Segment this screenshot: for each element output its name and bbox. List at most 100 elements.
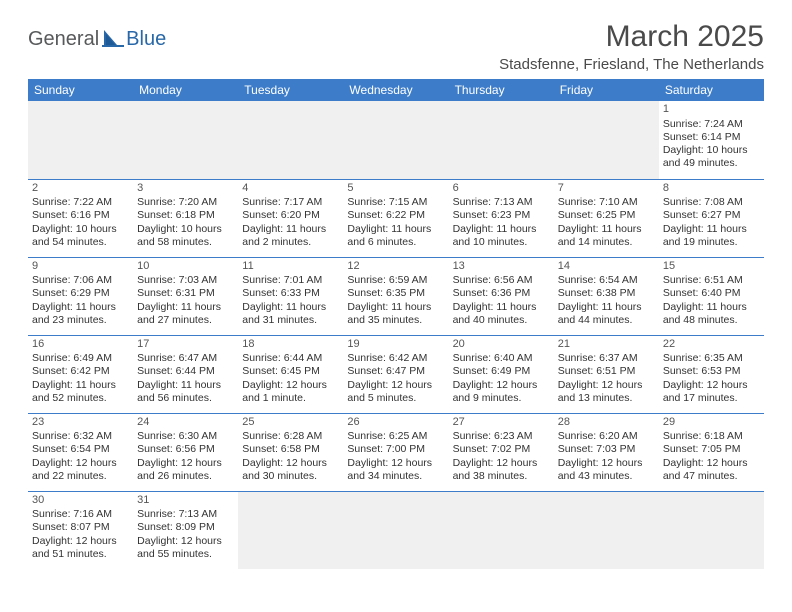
sunrise-text: Sunrise: 7:16 AM bbox=[32, 508, 129, 521]
day-number: 9 bbox=[32, 260, 129, 274]
calendar-row: 30Sunrise: 7:16 AMSunset: 8:07 PMDayligh… bbox=[28, 491, 764, 569]
day-number: 6 bbox=[453, 182, 550, 196]
sunset-text: Sunset: 6:35 PM bbox=[347, 287, 444, 300]
sunset-text: Sunset: 6:14 PM bbox=[663, 131, 760, 144]
sunset-text: Sunset: 6:33 PM bbox=[242, 287, 339, 300]
day-number: 16 bbox=[32, 338, 129, 352]
day-number: 11 bbox=[242, 260, 339, 274]
sunrise-text: Sunrise: 7:13 AM bbox=[137, 508, 234, 521]
calendar-cell bbox=[659, 491, 764, 569]
logo-sail-icon bbox=[102, 28, 124, 51]
calendar-cell: 3Sunrise: 7:20 AMSunset: 6:18 PMDaylight… bbox=[133, 179, 238, 257]
daylight-text: Daylight: 11 hours and 14 minutes. bbox=[558, 223, 655, 249]
daylight-text: Daylight: 11 hours and 6 minutes. bbox=[347, 223, 444, 249]
sunset-text: Sunset: 6:53 PM bbox=[663, 365, 760, 378]
weekday-header-row: Sunday Monday Tuesday Wednesday Thursday… bbox=[28, 79, 764, 101]
sunrise-text: Sunrise: 6:51 AM bbox=[663, 274, 760, 287]
sunset-text: Sunset: 6:20 PM bbox=[242, 209, 339, 222]
calendar-cell: 20Sunrise: 6:40 AMSunset: 6:49 PMDayligh… bbox=[449, 335, 554, 413]
sunset-text: Sunset: 6:40 PM bbox=[663, 287, 760, 300]
calendar-cell: 8Sunrise: 7:08 AMSunset: 6:27 PMDaylight… bbox=[659, 179, 764, 257]
calendar-row: 2Sunrise: 7:22 AMSunset: 6:16 PMDaylight… bbox=[28, 179, 764, 257]
sunset-text: Sunset: 6:31 PM bbox=[137, 287, 234, 300]
sunrise-text: Sunrise: 7:20 AM bbox=[137, 196, 234, 209]
day-number: 22 bbox=[663, 338, 760, 352]
calendar-cell: 26Sunrise: 6:25 AMSunset: 7:00 PMDayligh… bbox=[343, 413, 448, 491]
sunrise-text: Sunrise: 6:42 AM bbox=[347, 352, 444, 365]
daylight-text: Daylight: 12 hours and 30 minutes. bbox=[242, 457, 339, 483]
day-number: 13 bbox=[453, 260, 550, 274]
sunset-text: Sunset: 6:42 PM bbox=[32, 365, 129, 378]
day-number: 30 bbox=[32, 494, 129, 508]
calendar-cell bbox=[449, 491, 554, 569]
daylight-text: Daylight: 10 hours and 54 minutes. bbox=[32, 223, 129, 249]
daylight-text: Daylight: 12 hours and 47 minutes. bbox=[663, 457, 760, 483]
daylight-text: Daylight: 11 hours and 44 minutes. bbox=[558, 301, 655, 327]
sunrise-text: Sunrise: 6:28 AM bbox=[242, 430, 339, 443]
day-number: 14 bbox=[558, 260, 655, 274]
sunset-text: Sunset: 6:58 PM bbox=[242, 443, 339, 456]
daylight-text: Daylight: 11 hours and 23 minutes. bbox=[32, 301, 129, 327]
day-number: 15 bbox=[663, 260, 760, 274]
weekday-header: Monday bbox=[133, 79, 238, 101]
calendar-cell: 19Sunrise: 6:42 AMSunset: 6:47 PMDayligh… bbox=[343, 335, 448, 413]
daylight-text: Daylight: 12 hours and 1 minute. bbox=[242, 379, 339, 405]
sunrise-text: Sunrise: 6:49 AM bbox=[32, 352, 129, 365]
day-number: 10 bbox=[137, 260, 234, 274]
logo: General Blue bbox=[28, 28, 166, 51]
sunrise-text: Sunrise: 6:56 AM bbox=[453, 274, 550, 287]
day-number: 28 bbox=[558, 416, 655, 430]
daylight-text: Daylight: 11 hours and 40 minutes. bbox=[453, 301, 550, 327]
calendar-cell: 17Sunrise: 6:47 AMSunset: 6:44 PMDayligh… bbox=[133, 335, 238, 413]
calendar-cell: 30Sunrise: 7:16 AMSunset: 8:07 PMDayligh… bbox=[28, 491, 133, 569]
calendar-cell bbox=[343, 101, 448, 179]
sunrise-text: Sunrise: 7:15 AM bbox=[347, 196, 444, 209]
sunrise-text: Sunrise: 7:08 AM bbox=[663, 196, 760, 209]
calendar-cell: 18Sunrise: 6:44 AMSunset: 6:45 PMDayligh… bbox=[238, 335, 343, 413]
calendar-row: 16Sunrise: 6:49 AMSunset: 6:42 PM Dayligh… bbox=[28, 335, 764, 413]
sunset-text: Sunset: 6:47 PM bbox=[347, 365, 444, 378]
calendar-cell: 29Sunrise: 6:18 AMSunset: 7:05 PMDayligh… bbox=[659, 413, 764, 491]
sunset-text: Sunset: 6:54 PM bbox=[32, 443, 129, 456]
calendar-cell bbox=[449, 101, 554, 179]
sunset-text: Sunset: 6:16 PM bbox=[32, 209, 129, 222]
calendar-cell: 28Sunrise: 6:20 AMSunset: 7:03 PMDayligh… bbox=[554, 413, 659, 491]
sunset-text: Sunset: 6:18 PM bbox=[137, 209, 234, 222]
sunset-text: Sunset: 6:44 PM bbox=[137, 365, 234, 378]
sunrise-text: Sunrise: 6:54 AM bbox=[558, 274, 655, 287]
calendar-cell: 10Sunrise: 7:03 AMSunset: 6:31 PMDayligh… bbox=[133, 257, 238, 335]
calendar-cell bbox=[238, 101, 343, 179]
daylight-text: Daylight: 12 hours and 34 minutes. bbox=[347, 457, 444, 483]
day-number: 20 bbox=[453, 338, 550, 352]
month-title: March 2025 bbox=[499, 20, 764, 54]
day-number: 24 bbox=[137, 416, 234, 430]
sunrise-text: Sunrise: 7:24 AM bbox=[663, 118, 760, 131]
daylight-text: Daylight: 12 hours and 43 minutes. bbox=[558, 457, 655, 483]
weekday-header: Thursday bbox=[449, 79, 554, 101]
sunrise-text: Sunrise: 6:30 AM bbox=[137, 430, 234, 443]
sunrise-text: Sunrise: 7:10 AM bbox=[558, 196, 655, 209]
logo-text-general: General bbox=[28, 28, 99, 51]
day-number: 19 bbox=[347, 338, 444, 352]
sunset-text: Sunset: 7:00 PM bbox=[347, 443, 444, 456]
calendar-cell: 21Sunrise: 6:37 AMSunset: 6:51 PMDayligh… bbox=[554, 335, 659, 413]
location-text: Stadsfenne, Friesland, The Netherlands bbox=[499, 56, 764, 73]
sunset-text: Sunset: 8:09 PM bbox=[137, 521, 234, 534]
day-number: 12 bbox=[347, 260, 444, 274]
sunrise-text: Sunrise: 7:13 AM bbox=[453, 196, 550, 209]
calendar-cell: 14Sunrise: 6:54 AMSunset: 6:38 PMDayligh… bbox=[554, 257, 659, 335]
day-number: 7 bbox=[558, 182, 655, 196]
daylight-text: Daylight: 12 hours and 5 minutes. bbox=[347, 379, 444, 405]
weekday-header: Saturday bbox=[659, 79, 764, 101]
calendar-cell: 16Sunrise: 6:49 AMSunset: 6:42 PMDayligh… bbox=[28, 335, 133, 413]
title-block: March 2025 Stadsfenne, Friesland, The Ne… bbox=[499, 20, 764, 73]
calendar-cell: 13Sunrise: 6:56 AMSunset: 6:36 PMDayligh… bbox=[449, 257, 554, 335]
calendar-cell bbox=[554, 491, 659, 569]
day-number: 18 bbox=[242, 338, 339, 352]
calendar-cell bbox=[554, 101, 659, 179]
calendar-cell: 9Sunrise: 7:06 AMSunset: 6:29 PMDaylight… bbox=[28, 257, 133, 335]
sunrise-text: Sunrise: 7:03 AM bbox=[137, 274, 234, 287]
weekday-header: Tuesday bbox=[238, 79, 343, 101]
daylight-text: Daylight: 12 hours and 38 minutes. bbox=[453, 457, 550, 483]
day-number: 21 bbox=[558, 338, 655, 352]
